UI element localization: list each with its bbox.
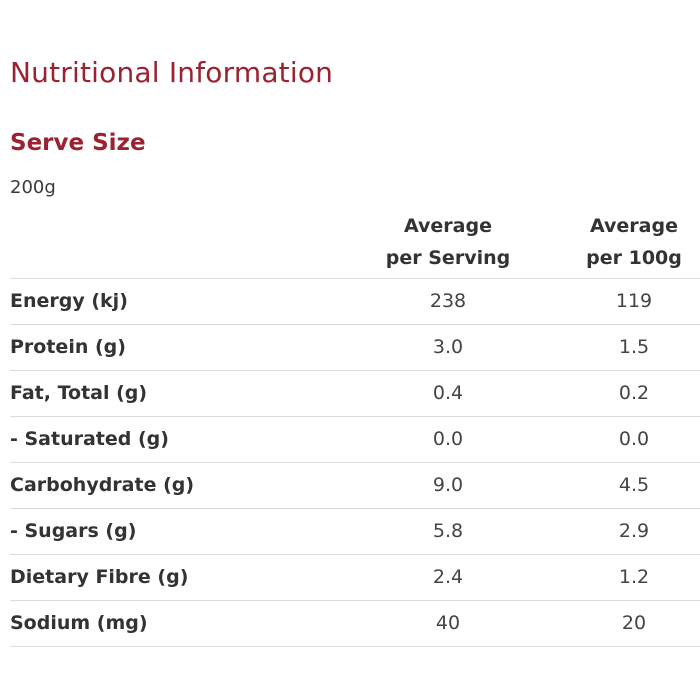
nutrient-label: - Saturated (g) [10, 428, 169, 450]
per-serving-value: 0.4 [432, 382, 464, 404]
nutrient-label: Dietary Fibre (g) [10, 566, 189, 588]
per-100g-value: 20 [621, 612, 647, 634]
per-serving-value: 5.8 [432, 520, 464, 542]
table-row: - Saturated (g) 0.0 0.0 [10, 417, 700, 463]
table-row: Fat, Total (g) 0.4 0.2 [10, 371, 700, 417]
per-100g-value: 119 [615, 290, 653, 312]
nutrient-label: Fat, Total (g) [10, 382, 148, 404]
column-header-per-serving: Average per Serving [368, 210, 528, 274]
per-100g-value: 1.5 [618, 336, 650, 358]
nutrient-label: Carbohydrate (g) [10, 474, 195, 496]
per-serving-value: 40 [435, 612, 461, 634]
per-100g-value: 2.9 [618, 520, 650, 542]
column-header-line: per Serving [385, 247, 511, 269]
table-row: Dietary Fibre (g) 2.4 1.2 [10, 555, 700, 601]
serve-size-heading: Serve Size [10, 130, 146, 156]
page-title: Nutritional Information [10, 56, 334, 89]
column-header-per-100g: Average per 100g [554, 210, 700, 274]
table-row: Carbohydrate (g) 9.0 4.5 [10, 463, 700, 509]
table-row: Energy (kj) 238 119 [10, 279, 700, 325]
column-header-line: Average [404, 215, 492, 237]
table-row: Sodium (mg) 40 20 [10, 601, 700, 647]
nutrition-table: Energy (kj) 238 119 Protein (g) 3.0 1.5 … [10, 278, 700, 647]
per-serving-value: 3.0 [432, 336, 464, 358]
per-serving-value: 238 [429, 290, 467, 312]
nutrient-label: Energy (kj) [10, 290, 128, 312]
column-header-line: per 100g [586, 247, 682, 269]
per-serving-value: 0.0 [432, 428, 464, 450]
column-header-line: Average [590, 215, 678, 237]
per-serving-value: 2.4 [432, 566, 464, 588]
table-row: - Sugars (g) 5.8 2.9 [10, 509, 700, 555]
per-serving-value: 9.0 [432, 474, 464, 496]
nutrient-label: Sodium (mg) [10, 612, 148, 634]
per-100g-value: 1.2 [618, 566, 650, 588]
per-100g-value: 0.0 [618, 428, 650, 450]
nutrient-label: - Sugars (g) [10, 520, 137, 542]
per-100g-value: 0.2 [618, 382, 650, 404]
nutrient-label: Protein (g) [10, 336, 126, 358]
per-100g-value: 4.5 [618, 474, 650, 496]
table-row: Protein (g) 3.0 1.5 [10, 325, 700, 371]
serve-size-value: 200g [10, 177, 56, 198]
